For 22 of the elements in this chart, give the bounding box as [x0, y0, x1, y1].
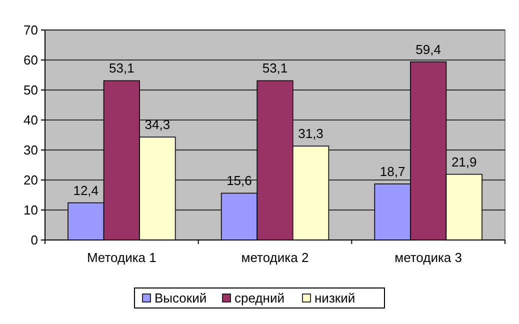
data-label: 31,3 [298, 126, 324, 142]
data-label: 21,9 [451, 154, 477, 170]
y-tick-label: 50 [24, 82, 38, 98]
x-tick-label: Методика 1 [86, 250, 156, 265]
legend-label: средний [234, 290, 284, 306]
x-tick-label: методика 3 [394, 250, 462, 265]
y-tick-label: 30 [24, 142, 38, 158]
data-label: 12,4 [73, 182, 99, 198]
y-tick-label: 70 [24, 22, 38, 38]
data-label: 53,1 [262, 60, 288, 76]
x-tick-label: методика 2 [241, 250, 309, 265]
legend-label: Высокий [154, 290, 207, 306]
data-label: 34,3 [144, 117, 170, 132]
y-tick-label: 20 [24, 172, 38, 188]
data-label: 59,4 [416, 42, 441, 57]
data-label: 53,1 [109, 60, 134, 76]
y-tick-label: 10 [24, 202, 38, 218]
y-tick-label: 0 [30, 232, 38, 248]
legend-label: низкий [314, 290, 356, 306]
y-tick-label: 60 [24, 52, 38, 68]
y-tick-label: 40 [24, 112, 38, 128]
data-label: 18,7 [380, 164, 406, 179]
